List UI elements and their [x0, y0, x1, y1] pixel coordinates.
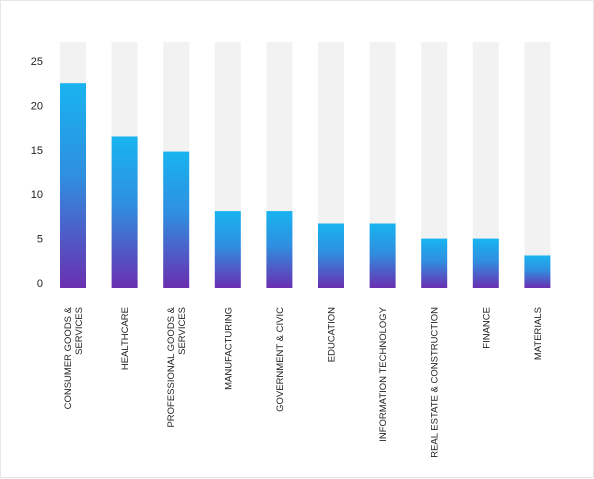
x-axis: CONSUMER GOODS &SERVICES HEALTHCARE PROFES…: [63, 306, 544, 457]
bars: [60, 42, 551, 288]
bar: [60, 83, 86, 288]
bar: [111, 136, 138, 288]
x-tick-label-text: INFORMATION TECHNOLOGY: [378, 306, 389, 441]
x-tick-label: CONSUMER GOODS &SERVICES: [63, 306, 85, 409]
x-tick-label: GOVERNMENT & CIVIC: [275, 307, 286, 412]
x-tick-label-text: GOVERNMENT & CIVIC: [275, 307, 286, 412]
x-tick-label: INFORMATION TECHNOLOGY: [378, 306, 389, 441]
x-tick-label: EDUCATION: [327, 307, 338, 362]
bar: [369, 223, 396, 288]
x-tick-label-line: GOVERNMENT & CIVIC: [275, 307, 286, 412]
x-tick-label-line: EDUCATION: [327, 307, 338, 362]
bar: [214, 211, 241, 288]
y-tick-label: 25: [31, 56, 43, 68]
bar: [318, 223, 344, 288]
x-tick-label-line: REAL ESTATE & CONSTRUCTION: [430, 307, 441, 458]
x-tick-label-line: SERVICES: [177, 307, 188, 355]
bar-track: [524, 42, 551, 288]
y-tick-label: 10: [31, 189, 43, 201]
x-tick-label: FINANCE: [481, 307, 492, 349]
x-tick-label-text: PROFESSIONAL GOODS &SERVICES: [166, 306, 188, 427]
y-tick-label: 0: [37, 278, 43, 290]
bar: [163, 151, 190, 288]
x-tick-label-line: SERVICES: [74, 307, 85, 355]
x-tick-label-text: EDUCATION: [327, 307, 338, 362]
x-tick-label-line: INFORMATION TECHNOLOGY: [378, 306, 389, 441]
x-tick-label-line: MATERIALS: [533, 307, 544, 360]
bar: [421, 238, 448, 288]
x-tick-label: REAL ESTATE & CONSTRUCTION: [430, 307, 441, 458]
x-tick-label-line: CONSUMER GOODS &: [63, 306, 74, 409]
bar: [266, 211, 293, 288]
y-tick-label: 20: [31, 100, 43, 112]
y-axis: 0 5 10 15 20 25: [31, 56, 43, 290]
x-tick-label-text: CONSUMER GOODS &SERVICES: [63, 306, 85, 409]
x-tick-label-line: MANUFACTURING: [223, 307, 234, 390]
y-tick-label: 5: [37, 234, 43, 246]
bar: [524, 255, 551, 288]
x-tick-label-text: MATERIALS: [533, 307, 544, 360]
x-tick-label-text: MANUFACTURING: [223, 307, 234, 390]
x-tick-label: MATERIALS: [533, 307, 544, 360]
x-tick-label-text: HEALTHCARE: [120, 307, 131, 370]
x-tick-label: HEALTHCARE: [120, 307, 131, 370]
x-tick-label-text: REAL ESTATE & CONSTRUCTION: [430, 307, 441, 458]
x-tick-label: MANUFACTURING: [223, 307, 234, 390]
y-tick-label: 15: [31, 145, 43, 157]
bar: [472, 238, 499, 288]
x-tick-label-line: HEALTHCARE: [120, 307, 131, 370]
x-tick-label-line: FINANCE: [481, 307, 492, 349]
x-tick-label-text: FINANCE: [481, 307, 492, 349]
x-tick-label-line: PROFESSIONAL GOODS &: [166, 306, 177, 427]
x-tick-label: PROFESSIONAL GOODS &SERVICES: [166, 306, 188, 427]
